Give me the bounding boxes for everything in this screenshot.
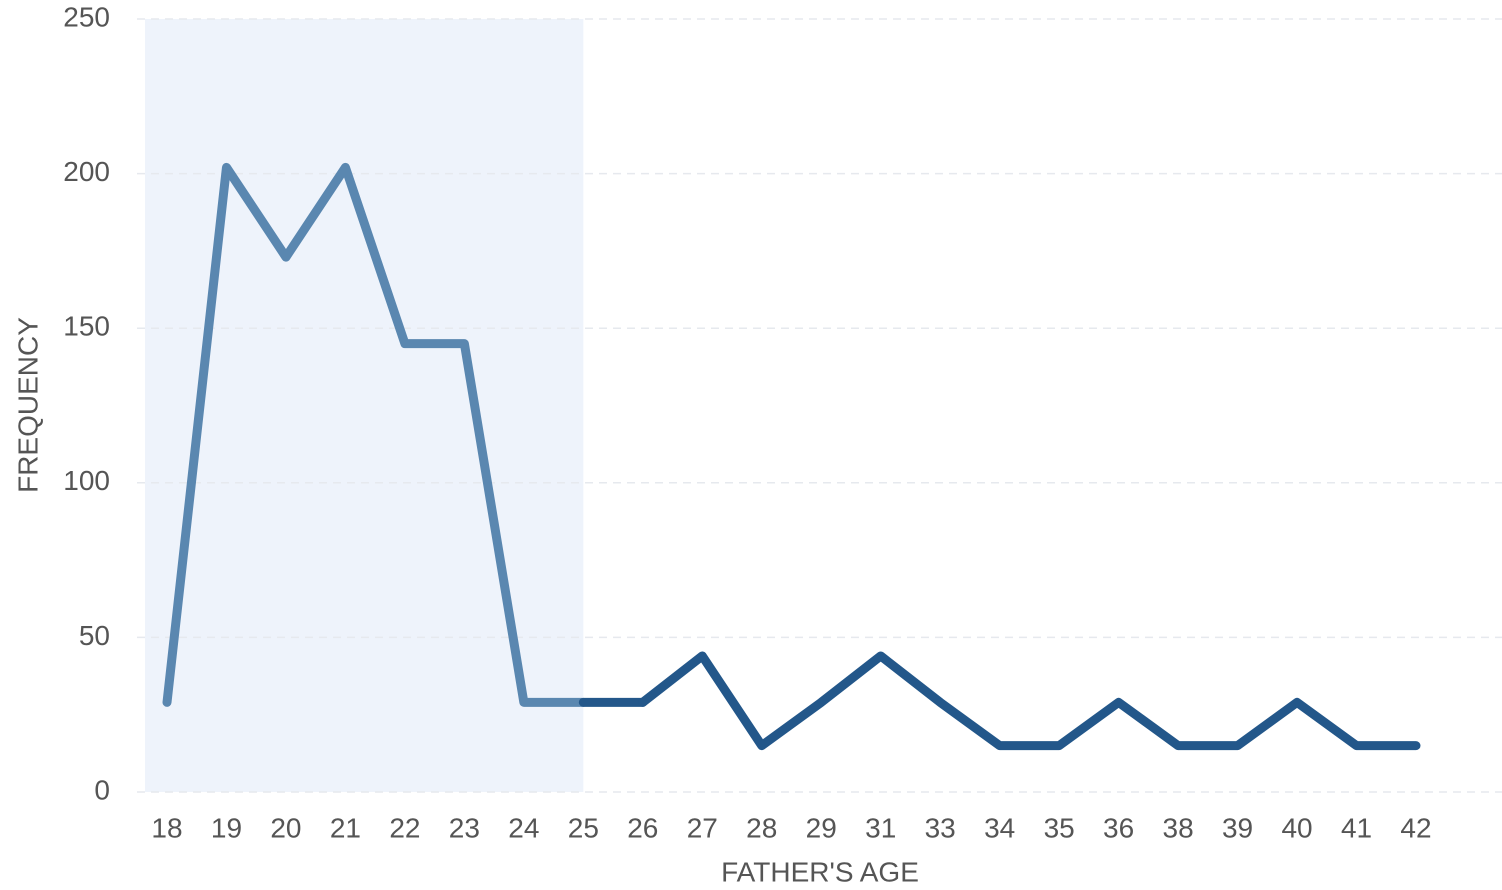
- y-tick-label: 200: [63, 156, 110, 187]
- y-tick-label: 100: [63, 465, 110, 496]
- x-tick-label: 29: [806, 812, 837, 843]
- x-tick-label: 40: [1281, 812, 1312, 843]
- x-tick-label: 31: [865, 812, 896, 843]
- y-tick-label: 150: [63, 311, 110, 342]
- y-tick-label: 50: [79, 620, 110, 651]
- x-tick-label: 26: [627, 812, 658, 843]
- x-axis-label: FATHER'S AGE: [721, 856, 919, 887]
- y-tick-label: 250: [63, 1, 110, 32]
- highlight-band: [144, 19, 584, 792]
- x-tick-label: 33: [925, 812, 956, 843]
- x-tick-label: 42: [1400, 812, 1431, 843]
- y-axis-label: FREQUENCY: [12, 317, 43, 493]
- x-tick-label: 24: [508, 812, 539, 843]
- x-tick-label: 36: [1103, 812, 1134, 843]
- x-tick-label: 34: [984, 812, 1015, 843]
- x-tick-label: 35: [1044, 812, 1075, 843]
- highlighted-line: [162, 162, 588, 707]
- x-tick-label: 41: [1341, 812, 1372, 843]
- x-tick-label: 23: [449, 812, 480, 843]
- x-tick-label: 25: [568, 812, 599, 843]
- x-tick-label: 38: [1163, 812, 1194, 843]
- x-tick-label: 39: [1222, 812, 1253, 843]
- x-tick-label: 19: [211, 812, 242, 843]
- x-tick-label: 28: [746, 812, 777, 843]
- x-tick-label: 21: [330, 812, 361, 843]
- line: [638, 651, 1421, 751]
- x-tick-label: 22: [389, 812, 420, 843]
- y-tick-label: 0: [94, 774, 110, 805]
- x-tick-label: 27: [687, 812, 718, 843]
- x-tick-label: 18: [151, 812, 182, 843]
- x-tick-label: 20: [270, 812, 301, 843]
